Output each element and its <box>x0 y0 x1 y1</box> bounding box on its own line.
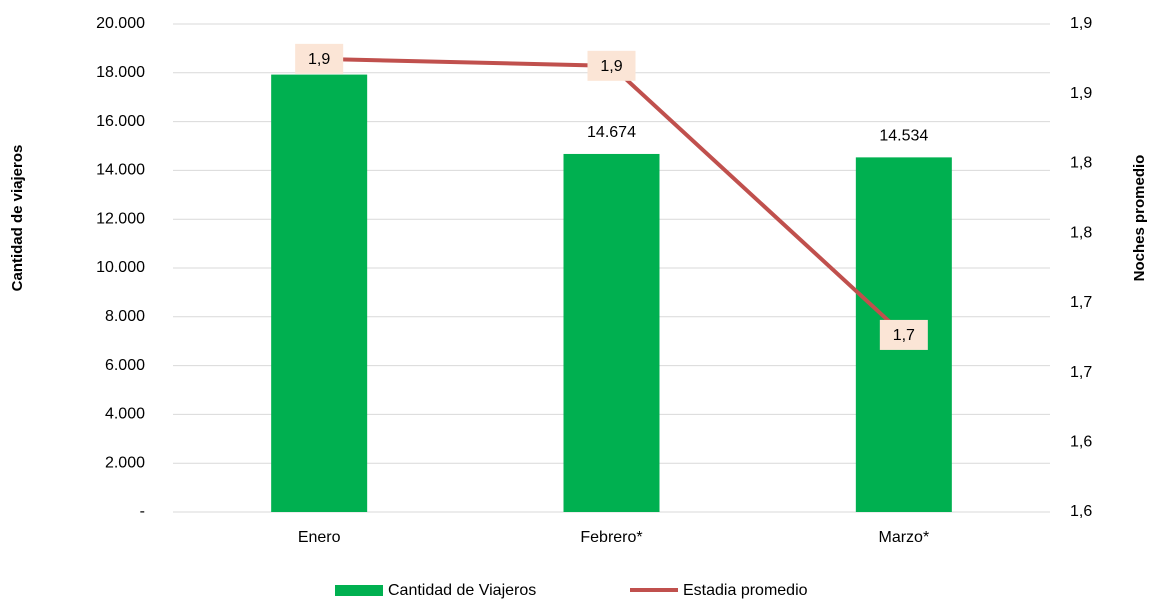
line-value-label: 1,9 <box>600 58 622 75</box>
y-axis-title: Cantidad de viajeros <box>9 145 26 292</box>
y2-tick-label: 1,8 <box>1070 224 1092 241</box>
y-tick-label: 20.000 <box>96 15 145 32</box>
y-tick-label: 18.000 <box>96 64 145 81</box>
line-label-box <box>587 50 636 81</box>
y-tick-label: 14.000 <box>96 162 145 179</box>
x-tick-label: Enero <box>298 529 341 546</box>
line-label-box <box>879 319 928 350</box>
x-tick-label: Marzo* <box>878 529 929 546</box>
y-tick-label: 6.000 <box>105 357 145 374</box>
legend-swatch <box>335 585 383 596</box>
x-tick-label: Febrero* <box>580 529 642 546</box>
legend-label: Estadia promedio <box>683 582 808 599</box>
y-tick-label: 12.000 <box>96 210 145 227</box>
legend-label: Cantidad de Viajeros <box>388 582 536 599</box>
y-tick-label: 10.000 <box>96 259 145 276</box>
bar <box>563 153 660 512</box>
y2-tick-label: 1,9 <box>1070 15 1092 32</box>
y-tick-label: 4.000 <box>105 406 145 423</box>
bar <box>271 74 368 512</box>
y-tick-label: 16.000 <box>96 113 145 130</box>
y2-tick-label: 1,7 <box>1070 294 1092 311</box>
y2-tick-label: 1,8 <box>1070 155 1092 172</box>
y-tick-label: - <box>140 503 145 520</box>
line-label-box <box>295 43 344 74</box>
line-value-label: 1,7 <box>893 327 915 344</box>
y2-tick-label: 1,6 <box>1070 434 1092 451</box>
y2-tick-label: 1,6 <box>1070 503 1092 520</box>
bar-value-label: 14.534 <box>879 128 928 145</box>
line-value-label: 1,9 <box>308 51 330 68</box>
y2-tick-label: 1,9 <box>1070 85 1092 102</box>
y-tick-label: 8.000 <box>105 308 145 325</box>
bar-value-label: 14.674 <box>587 124 636 141</box>
y-tick-label: 2.000 <box>105 454 145 471</box>
y2-tick-label: 1,7 <box>1070 364 1092 381</box>
y2-axis-title: Noches promedio <box>1131 155 1148 282</box>
